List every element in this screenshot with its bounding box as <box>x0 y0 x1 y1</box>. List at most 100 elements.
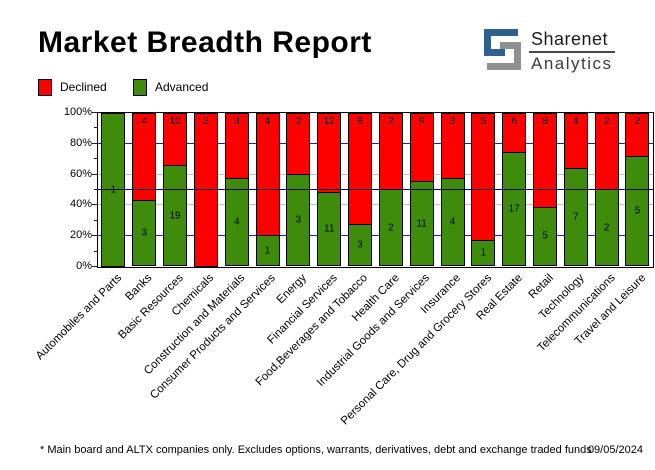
bar-declined-segment: 8 <box>348 113 373 225</box>
bar-declined-segment: 6 <box>502 113 527 154</box>
bar-declined-value: 3 <box>233 116 240 127</box>
bar-declined-value: 8 <box>542 116 548 127</box>
bar-advanced-segment: 2 <box>594 189 619 266</box>
bar-declined-value: 9 <box>418 116 425 127</box>
bar-advanced-value: 5 <box>542 230 548 242</box>
sharenet-logo: Sharenet Analytics <box>484 29 615 75</box>
bar-declined-segment: 2 <box>594 113 619 190</box>
y-axis-label: 80% <box>69 136 92 149</box>
bar-declined-segment: 4 <box>255 113 280 237</box>
y-axis-label: 60% <box>69 167 92 180</box>
bar-advanced-segment: 4 <box>224 178 249 266</box>
y-minor-tick <box>94 250 97 252</box>
bar-declined-value: 10 <box>169 116 181 127</box>
bar-declined-value: 12 <box>323 116 335 127</box>
bar-advanced-segment: 7 <box>563 168 588 266</box>
legend-label-advanced: Advanced <box>155 80 209 94</box>
bar-advanced-segment: 3 <box>348 224 373 266</box>
gridline-40 <box>98 204 653 206</box>
sharenet-logo-icon <box>484 29 521 75</box>
bar-slot: 9 11 <box>406 113 437 267</box>
legend-label-declined: Declined <box>60 80 107 94</box>
bar-7: 12 11 <box>317 113 342 267</box>
bar-declined-value: 2 <box>388 116 394 127</box>
y-minor-tick <box>94 158 97 160</box>
bar-advanced-segment: 4 <box>440 178 465 266</box>
bar-declined-value: 6 <box>511 116 517 127</box>
logo-line1: Sharenet <box>529 29 615 53</box>
footnote-text: * Main board and ALTX companies only. Ex… <box>40 444 592 456</box>
bar-declined-segment: 5 <box>471 113 496 242</box>
report-date: 09/05/2024 <box>587 444 643 456</box>
bar-advanced-segment: 3 <box>286 173 311 266</box>
legend-item-declined: Declined <box>38 78 107 96</box>
bar-advanced-value: 3 <box>141 227 148 239</box>
gridline-20 <box>98 235 653 237</box>
bar-13: 6 17 <box>502 113 527 267</box>
bar-advanced-value: 11 <box>416 218 427 230</box>
bar-declined-value: 8 <box>357 116 363 127</box>
x-axis-label: Industrial Goods and Services <box>315 272 433 389</box>
y-axis-label: 0% <box>76 260 92 272</box>
bar-advanced-value: 19 <box>169 210 181 222</box>
bar-declined-value: 2 <box>634 116 641 127</box>
bar-declined-segment: 2 <box>625 113 650 157</box>
bar-0: 1 <box>101 113 126 267</box>
bar-advanced-value: 2 <box>388 222 394 233</box>
bar-advanced-segment: 5 <box>533 206 557 266</box>
bar-declined-segment: 2 <box>286 113 311 175</box>
bar-declined-segment: 2 <box>378 113 403 190</box>
midline-50 <box>98 189 653 190</box>
advanced-swatch <box>133 78 147 96</box>
bar-declined-segment: 3 <box>193 113 218 267</box>
bar-declined-value: 2 <box>603 116 610 127</box>
x-axis-label: Retail <box>526 272 556 302</box>
bar-slot: 10 19 <box>160 113 191 267</box>
bar-declined-segment: 8 <box>533 113 557 208</box>
bar-advanced-value: 4 <box>233 216 240 228</box>
legend-item-advanced: Advanced <box>133 78 209 96</box>
y-minor-tick <box>94 189 97 190</box>
bar-10: 9 11 <box>409 113 434 267</box>
bar-declined-value: 3 <box>449 116 456 127</box>
logo-line2: Analytics <box>531 54 613 73</box>
bar-declined-segment: 4 <box>132 113 157 201</box>
bar-advanced-segment: 17 <box>502 152 527 266</box>
bar-advanced-segment: 2 <box>378 189 403 266</box>
bar-advanced-value: 11 <box>324 223 335 235</box>
bar-advanced-value: 1 <box>110 184 117 196</box>
bar-advanced-value: 1 <box>264 245 271 257</box>
bar-declined-segment: 10 <box>163 113 188 167</box>
gridline-60 <box>98 173 653 175</box>
y-major-tick <box>92 204 97 206</box>
y-minor-tick <box>94 219 97 221</box>
gridline-80 <box>98 142 653 144</box>
page-title: Market Breadth Report <box>38 26 372 59</box>
declined-swatch <box>38 78 52 96</box>
bar-slot: 1 <box>98 113 129 267</box>
bar-declined-segment: 3 <box>440 113 465 179</box>
y-axis-label: 100% <box>63 106 92 118</box>
bar-advanced-segment: 11 <box>409 181 434 266</box>
bar-advanced-value: 17 <box>508 203 520 215</box>
y-major-tick <box>92 173 97 175</box>
bar-declined-value: 2 <box>295 116 302 127</box>
